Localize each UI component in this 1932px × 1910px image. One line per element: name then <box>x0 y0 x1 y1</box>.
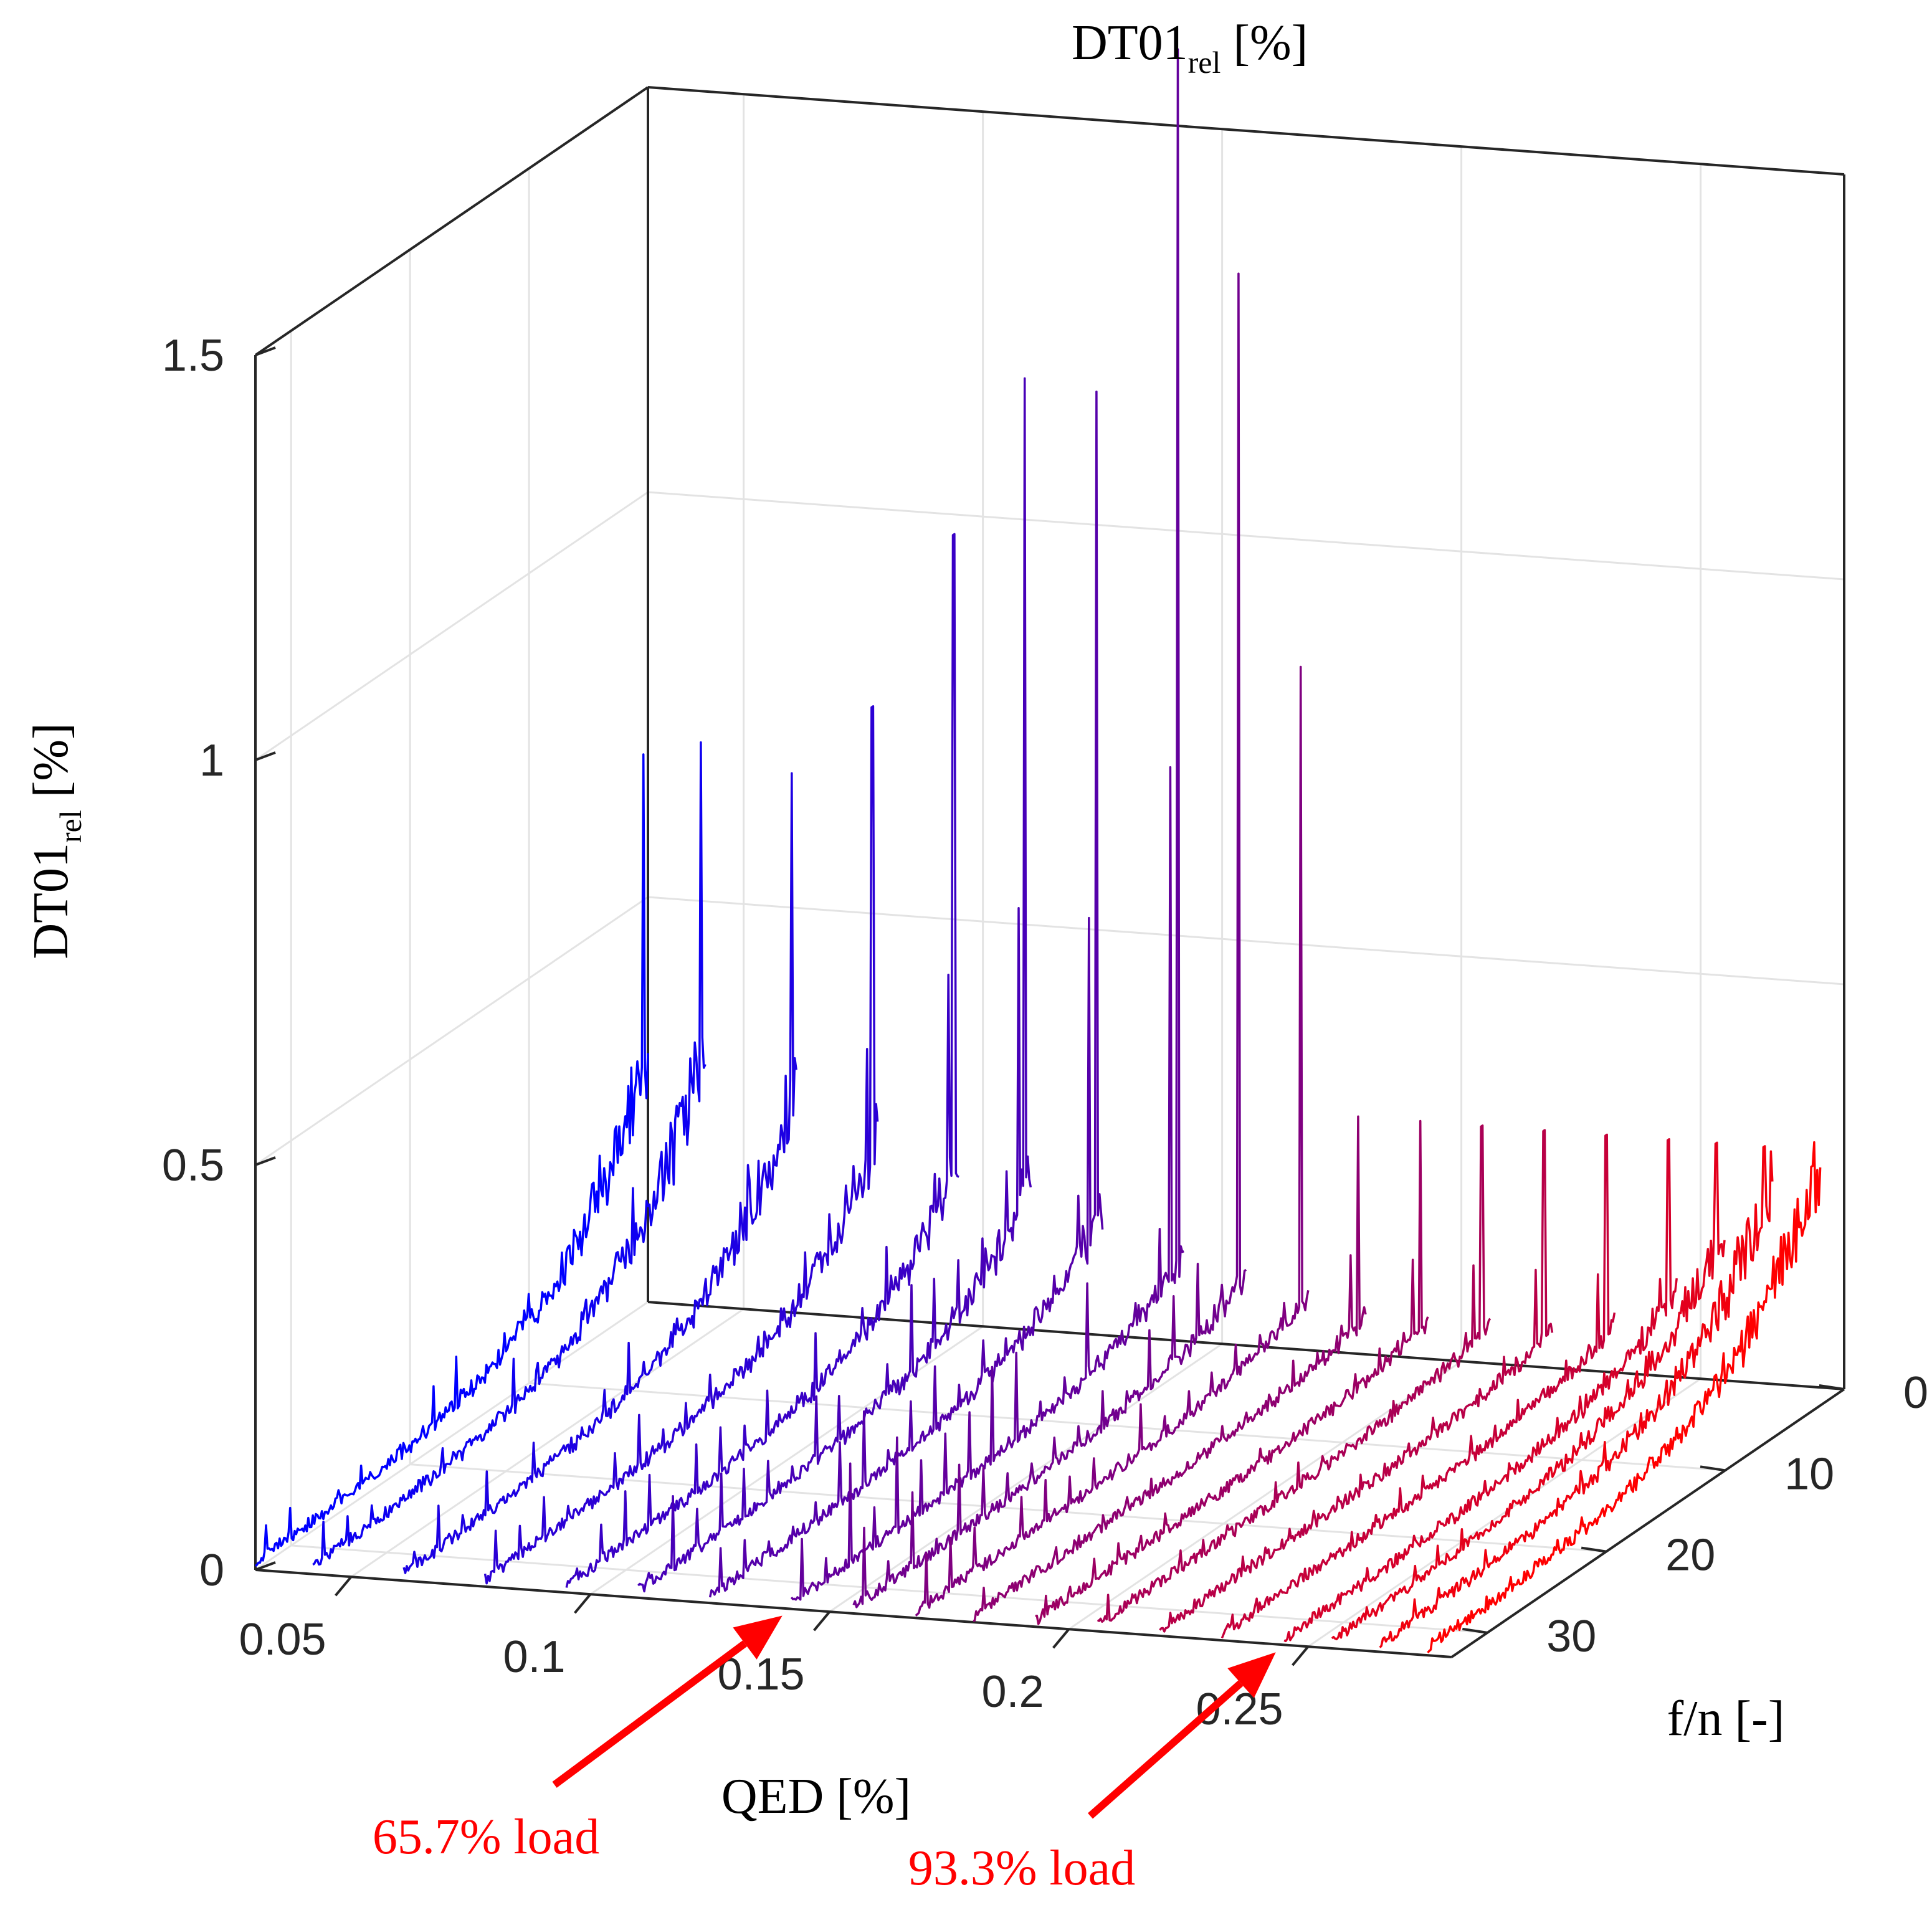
y-tick <box>1819 1384 1845 1390</box>
series-line <box>708 391 1104 1598</box>
x-axis-line <box>255 1569 1452 1658</box>
y-tick <box>1700 1465 1726 1472</box>
series-line <box>915 665 1310 1617</box>
x-tick <box>574 1593 592 1614</box>
series-line <box>637 377 1032 1593</box>
series-line <box>852 272 1247 1608</box>
chart-title: DT01rel [%] <box>1072 16 1308 80</box>
x-tick-label: 0.15 <box>717 1650 804 1699</box>
annotation-arrow-head <box>733 1615 783 1660</box>
grid-line <box>1307 1377 1701 1648</box>
grid-line <box>647 491 1845 581</box>
x-tick-label: 0.2 <box>982 1667 1044 1717</box>
z-tick-label: 1.5 <box>162 331 224 381</box>
annotation-arrow-shaft <box>552 1640 748 1788</box>
grid-line <box>255 896 649 1166</box>
grid-line <box>291 1544 1488 1634</box>
series-line <box>1035 1119 1429 1625</box>
box-edge <box>254 86 649 356</box>
z-tick-label: 0 <box>199 1546 224 1595</box>
x-tick-label: 0.05 <box>239 1615 326 1665</box>
grid-line <box>350 1308 745 1578</box>
series-line <box>254 753 649 1567</box>
series-line <box>483 705 879 1585</box>
series-line <box>1221 1133 1616 1639</box>
box-edge <box>647 86 1845 176</box>
series-line <box>402 772 797 1574</box>
series-line <box>1331 1141 1726 1641</box>
grid-line <box>255 1301 649 1571</box>
y-tick-label: 0 <box>1903 1368 1928 1418</box>
z-axis-label: DT01rel [%] <box>24 723 88 959</box>
y-tick-label: 20 <box>1665 1531 1715 1580</box>
z-tick <box>255 1561 276 1571</box>
series-line <box>1097 1124 1492 1623</box>
annotation-label: 65.7% load <box>373 1810 599 1865</box>
x-tick <box>1292 1645 1310 1666</box>
y-axis-line <box>1450 1388 1845 1658</box>
z-tick <box>255 346 276 356</box>
z-tick-label: 0.5 <box>162 1141 224 1190</box>
series-line <box>1283 1138 1678 1643</box>
x-tick <box>813 1610 831 1632</box>
y-tick-label: 10 <box>1784 1449 1834 1499</box>
grid-line <box>647 896 1845 986</box>
grid-line <box>528 1382 1726 1471</box>
grid-line <box>410 1463 1607 1553</box>
annotation-arrow-head <box>1227 1652 1276 1698</box>
series-layer <box>254 48 1822 1654</box>
y-tick <box>1581 1546 1607 1553</box>
series-line <box>1159 1129 1554 1633</box>
series-line <box>790 48 1184 1601</box>
series-line <box>1427 1141 1822 1654</box>
y-axis-label: f/n [-] <box>1667 1691 1785 1746</box>
grid-line <box>255 491 649 761</box>
z-tick <box>255 1156 276 1166</box>
series-line <box>1379 1145 1774 1648</box>
x-tick <box>1052 1628 1070 1649</box>
series-line <box>973 1115 1367 1622</box>
y-tick-label: 30 <box>1546 1612 1596 1661</box>
annotation-layer: 65.7% load 93.3% load <box>373 1615 1276 1896</box>
grid-line <box>829 1342 1223 1613</box>
series-line <box>312 741 707 1566</box>
z-tick <box>255 751 276 761</box>
z-tick-label: 1 <box>199 736 224 786</box>
x-axis-label: QED [%] <box>721 1769 911 1824</box>
annotation-arrow-shaft <box>1088 1680 1244 1819</box>
series-line <box>565 533 959 1588</box>
annotation-label: 93.3% load <box>908 1841 1135 1896</box>
y-tick <box>1462 1627 1488 1634</box>
x-tick-label: 0.1 <box>503 1632 566 1682</box>
x-tick <box>335 1575 353 1597</box>
